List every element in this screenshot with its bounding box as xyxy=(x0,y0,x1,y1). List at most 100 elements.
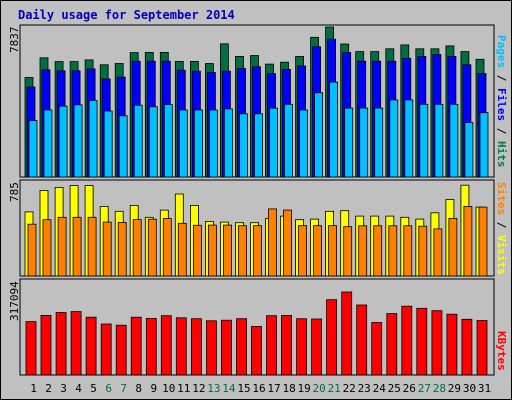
bar-pages-day-22 xyxy=(344,107,354,178)
x-tick-label-day-20: 20 xyxy=(312,382,325,395)
bar-pages-day-10 xyxy=(163,104,173,178)
bar-kbytes-day-18 xyxy=(281,314,292,376)
x-tick-label-day-10: 10 xyxy=(162,382,175,395)
bar-sites-day-7 xyxy=(117,221,127,277)
panel-3-ymax-label: 317094 xyxy=(8,280,21,321)
bar-pages-day-24 xyxy=(374,107,384,178)
x-tick-label-day-9: 9 xyxy=(150,382,157,395)
legend-part: KBytes xyxy=(495,331,508,372)
bar-kbytes-day-12 xyxy=(190,318,202,376)
bar-sites-day-21 xyxy=(328,225,338,277)
bar-pages-day-16 xyxy=(254,113,263,178)
x-tick-label-day-23: 23 xyxy=(358,382,371,395)
bar-sites-day-14 xyxy=(222,224,232,277)
bar-pages-day-27 xyxy=(419,103,429,178)
panel-1-ymax-label: 7837 xyxy=(8,26,21,54)
x-tick-label-day-25: 25 xyxy=(388,382,401,395)
x-tick-label-day-19: 19 xyxy=(297,382,310,395)
x-tick-label-day-21: 21 xyxy=(328,382,341,395)
x-tick-label-day-2: 2 xyxy=(45,382,52,395)
bar-kbytes-day-15 xyxy=(236,318,247,376)
bar-sites-day-13 xyxy=(207,224,217,277)
bar-kbytes-day-2 xyxy=(40,314,52,376)
panel-1-legend-label: Pages / Files / Hits xyxy=(495,35,508,168)
bar-sites-day-6 xyxy=(102,221,112,277)
bar-sites-day-18 xyxy=(283,209,292,277)
bar-kbytes-day-19 xyxy=(296,318,308,376)
bar-sites-day-27 xyxy=(418,225,428,277)
bar-sites-day-24 xyxy=(373,225,383,277)
x-tick-label-day-12: 12 xyxy=(192,382,205,395)
bar-sites-day-3 xyxy=(57,216,67,277)
bar-kbytes-day-14 xyxy=(220,319,232,376)
x-tick-label-day-18: 18 xyxy=(282,382,295,395)
bar-kbytes-day-5 xyxy=(85,316,97,376)
bar-kbytes-day-13 xyxy=(205,320,217,376)
bar-pages-day-12 xyxy=(193,109,203,178)
panel-3-legend-label: KBytes xyxy=(495,331,508,371)
bar-pages-day-14 xyxy=(223,108,233,178)
bar-sites-day-10 xyxy=(162,218,172,277)
x-tick-label-day-26: 26 xyxy=(403,382,416,395)
bar-sites-day-26 xyxy=(403,225,413,277)
x-tick-label-day-3: 3 xyxy=(60,382,67,395)
x-tick-label-day-30: 30 xyxy=(463,382,476,395)
legend-part: / xyxy=(495,68,508,88)
panel-2-ymax-label: 785 xyxy=(8,181,21,202)
x-tick-label-day-13: 13 xyxy=(207,382,220,395)
bar-kbytes-day-31 xyxy=(476,320,488,376)
bar-pages-day-13 xyxy=(208,109,218,178)
bar-kbytes-day-16 xyxy=(251,325,262,376)
bar-pages-day-20 xyxy=(314,92,324,178)
x-tick-label-day-1: 1 xyxy=(30,382,37,395)
x-tick-label-day-15: 15 xyxy=(237,382,250,395)
bar-sites-day-19 xyxy=(298,225,308,277)
bar-sites-day-17 xyxy=(268,208,277,277)
bar-pages-day-29 xyxy=(449,103,459,178)
bar-kbytes-day-9 xyxy=(145,317,157,376)
bar-kbytes-day-8 xyxy=(130,316,142,376)
bar-kbytes-day-17 xyxy=(266,315,277,376)
x-tick-label-day-4: 4 xyxy=(75,382,82,395)
x-tick-label-day-29: 29 xyxy=(448,382,461,395)
bar-pages-day-8 xyxy=(133,104,143,178)
bar-sites-day-8 xyxy=(132,219,142,277)
bar-pages-day-7 xyxy=(118,115,128,178)
bar-sites-day-23 xyxy=(358,225,368,277)
panel-2-legend-label: Sites / Visits xyxy=(495,182,508,275)
bar-sites-day-20 xyxy=(313,225,323,277)
bar-sites-day-28 xyxy=(433,228,443,277)
bar-pages-day-30 xyxy=(464,122,474,178)
bar-sites-day-9 xyxy=(147,218,157,277)
legend-part: / xyxy=(495,214,508,235)
x-tick-label-day-27: 27 xyxy=(418,382,431,395)
bar-pages-day-18 xyxy=(284,103,293,178)
bar-sites-day-2 xyxy=(42,219,52,277)
bar-sites-day-16 xyxy=(253,225,262,277)
legend-part: / xyxy=(495,121,508,141)
bar-pages-day-21 xyxy=(329,81,339,178)
bar-kbytes-day-11 xyxy=(175,317,187,376)
chart-title: Daily usage for September 2014 xyxy=(18,8,235,22)
bar-kbytes-day-1 xyxy=(25,321,37,376)
bar-kbytes-day-29 xyxy=(446,313,458,376)
x-tick-label-day-5: 5 xyxy=(90,382,97,395)
x-tick-label-day-14: 14 xyxy=(222,382,236,395)
bar-kbytes-day-26 xyxy=(401,305,413,376)
bar-sites-day-25 xyxy=(388,225,398,277)
x-tick-label-day-28: 28 xyxy=(433,382,446,395)
bar-sites-day-15 xyxy=(238,225,247,277)
legend-part: Pages xyxy=(495,35,508,69)
x-tick-label-day-8: 8 xyxy=(135,382,142,395)
bar-sites-day-30 xyxy=(463,206,473,277)
x-tick-label-day-16: 16 xyxy=(252,382,265,395)
legend-part: Visits xyxy=(495,234,508,275)
bar-pages-day-3 xyxy=(58,105,68,178)
bar-pages-day-23 xyxy=(359,107,369,178)
bar-sites-day-12 xyxy=(192,224,202,277)
x-tick-label-day-17: 17 xyxy=(267,382,280,395)
bar-sites-day-1 xyxy=(27,223,37,277)
x-tick-label-day-24: 24 xyxy=(373,382,387,395)
bar-kbytes-day-28 xyxy=(431,310,443,376)
